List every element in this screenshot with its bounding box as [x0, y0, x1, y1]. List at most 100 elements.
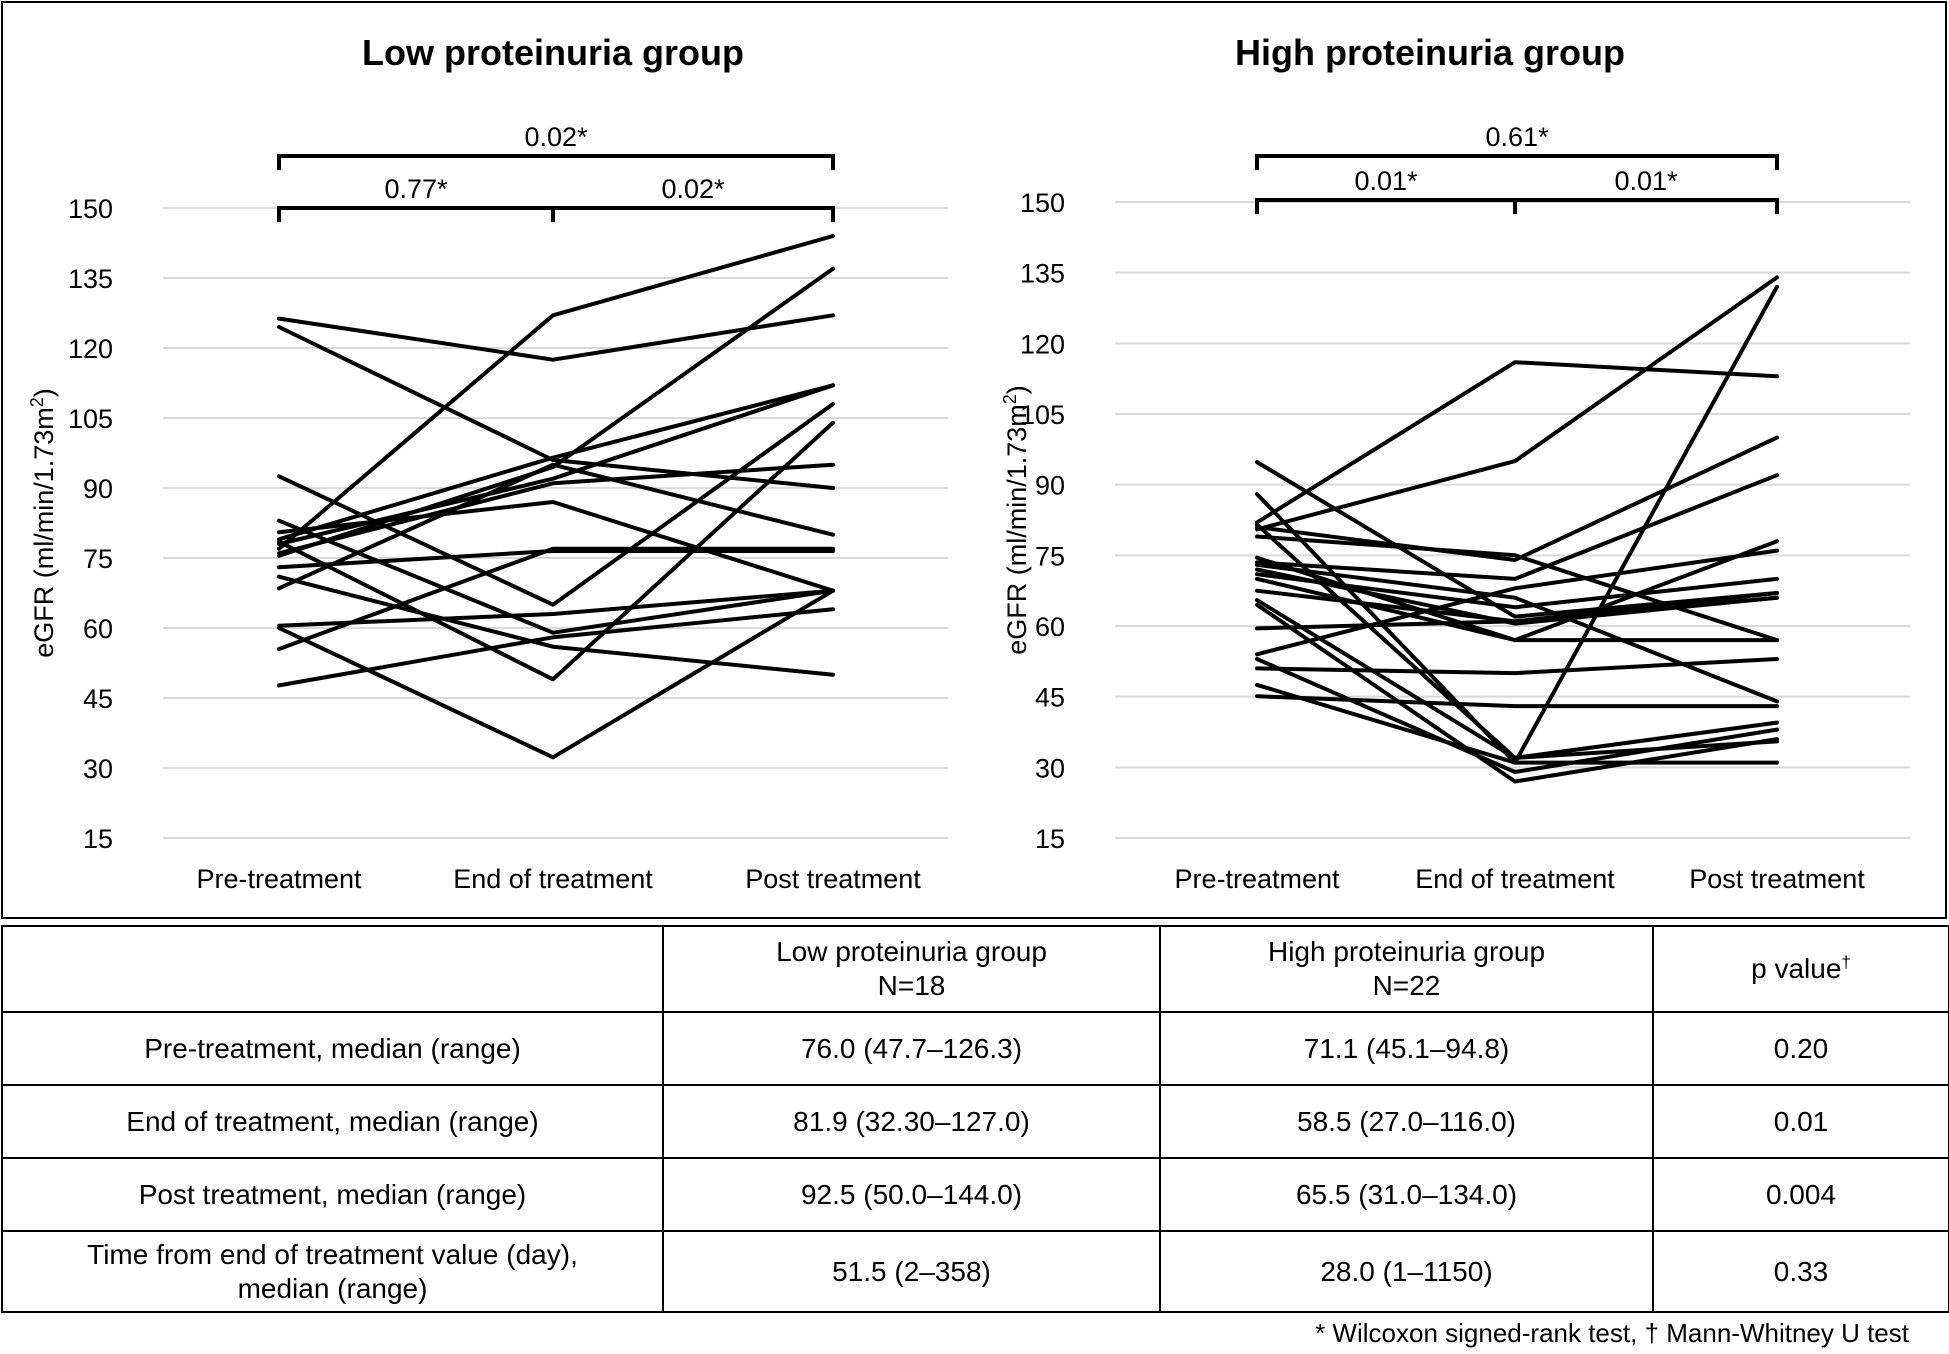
- series-line-patient-10: [277, 462, 835, 591]
- table-row: Post treatment, median (range) 92.5 (50.…: [1, 1157, 1949, 1232]
- y-tick-label: 135: [68, 264, 113, 294]
- low-proteinuria-chart: Low proteinuria group 15 30 45 60 75 90 105 120 1…: [27, 32, 948, 894]
- series-line-patient-16: [1255, 548, 1779, 657]
- table-header-row: Low proteinuria group N=18 High proteinu…: [1, 925, 1949, 1013]
- table-header-p: p value†: [1652, 925, 1949, 1013]
- series-line-patient-21: [1255, 562, 1779, 704]
- y-tick-label: 150: [1020, 188, 1065, 218]
- series-line-patient-5: [277, 266, 835, 558]
- chart-frame: Low proteinuria group 15 30 45 60 75 90 105 120 1…: [1, 1, 1947, 919]
- row-label-line: Pre-treatment, median (range): [144, 1032, 521, 1064]
- row-low-value: 51.5 (2–358): [662, 1230, 1161, 1313]
- y-tick-label: 75: [1035, 541, 1065, 571]
- row-high-value: 65.5 (31.0–134.0): [1159, 1157, 1654, 1232]
- p-value-label: 0.77*: [384, 174, 448, 204]
- row-high-value: 71.1 (45.1–94.8): [1159, 1011, 1654, 1086]
- y-tick-label: 105: [1020, 400, 1065, 430]
- significance-bracket: [1255, 154, 1779, 170]
- table-row: Pre-treatment, median (range) 76.0 (47.7…: [1, 1011, 1949, 1086]
- row-label: End of treatment, median (range): [1, 1084, 664, 1159]
- significance-bracket: [277, 206, 555, 222]
- series-line-patient-17: [1255, 657, 1779, 774]
- row-p-value: 0.01: [1652, 1084, 1949, 1159]
- summary-table: Low proteinuria group N=18 High proteinu…: [1, 925, 1949, 1313]
- significance-bracket: [551, 206, 835, 222]
- row-low-value: 76.0 (47.7–126.3): [662, 1011, 1161, 1086]
- y-tick-label: 15: [1035, 824, 1065, 854]
- series-line-patient-12: [277, 546, 835, 651]
- row-p-value: 0.33: [1652, 1230, 1949, 1313]
- series-line-patient-2: [1255, 275, 1779, 532]
- y-tick-label: 30: [83, 754, 113, 784]
- row-label-line: Post treatment, median (range): [138, 1178, 527, 1210]
- series-line-patient-1: [277, 313, 835, 362]
- table-header-empty: [1, 925, 664, 1013]
- series-line-patient-11: [277, 549, 835, 570]
- x-tick-label: Post treatment: [745, 864, 921, 894]
- y-tick-label: 135: [1020, 259, 1065, 289]
- table-row: Time from end of treatment value (day), …: [1, 1230, 1949, 1313]
- table-row: End of treatment, median (range) 81.9 (3…: [1, 1084, 1949, 1159]
- y-tick-label: 45: [1035, 683, 1065, 713]
- series-line-patient-5: [1255, 435, 1779, 562]
- chart-title: Low proteinuria group: [362, 32, 744, 73]
- series-line-patient-9: [277, 402, 835, 607]
- x-tick-label: Post treatment: [1689, 864, 1865, 894]
- significance-bracket: [277, 154, 835, 170]
- y-axis-label: eGFR (ml/min/1.73m2): [1000, 385, 1032, 655]
- y-tick-label: 45: [83, 684, 113, 714]
- series-line-patient-10: [1255, 572, 1779, 610]
- y-axis-label: eGFR (ml/min/1.73m2): [27, 388, 59, 658]
- series-line-patient-18: [277, 420, 835, 682]
- row-label: Time from end of treatment value (day), …: [1, 1230, 664, 1313]
- p-value-label: 0.01*: [1614, 166, 1678, 196]
- series-line-patient-14: [277, 574, 835, 677]
- row-label: Post treatment, median (range): [1, 1157, 664, 1232]
- x-tick-label: End of treatment: [1415, 864, 1615, 894]
- series-line-patient-13: [277, 518, 835, 635]
- series-line-patient-19: [1255, 682, 1779, 765]
- series-line-patient-14: [1255, 602, 1779, 784]
- series-line-patient-7: [1255, 534, 1779, 643]
- row-high-value: 28.0 (1–1150): [1159, 1230, 1654, 1313]
- significance-bracket: [1513, 198, 1779, 214]
- series-line-patient-1: [1255, 360, 1779, 525]
- series-line-patient-15: [1255, 595, 1779, 631]
- y-tick-label: 90: [1035, 471, 1065, 501]
- y-tick-label: 15: [83, 824, 113, 854]
- header-p-label: p value: [1751, 953, 1842, 985]
- x-tick-label: End of treatment: [453, 864, 653, 894]
- series-line-patient-4: [277, 383, 835, 542]
- row-low-value: 92.5 (50.0–144.0): [662, 1157, 1161, 1232]
- y-tick-label: 105: [68, 404, 113, 434]
- row-label: Pre-treatment, median (range): [1, 1011, 664, 1086]
- header-low-title: Low proteinuria group: [776, 936, 1047, 968]
- row-label-line: End of treatment, median (range): [126, 1105, 539, 1137]
- row-low-value: 81.9 (32.30–127.0): [662, 1084, 1161, 1159]
- table-header-low: Low proteinuria group N=18: [662, 925, 1161, 1013]
- series-line-patient-18: [1255, 657, 1779, 676]
- header-low-n: N=18: [877, 970, 946, 1001]
- row-high-value: 58.5 (27.0–116.0): [1159, 1084, 1654, 1159]
- y-tick-label: 120: [68, 334, 113, 364]
- series-line-patient-6: [1255, 473, 1779, 581]
- table-header-high: High proteinuria group N=22: [1159, 925, 1654, 1013]
- row-label-line: Time from end of treatment value (day),: [87, 1238, 578, 1270]
- series-line-patient-20: [1255, 694, 1779, 709]
- p-value-label: 0.01*: [1354, 166, 1418, 196]
- series-line-patient-17: [277, 588, 835, 760]
- series-line-patient-15: [277, 588, 835, 628]
- p-value-label: 0.61*: [1485, 122, 1549, 152]
- row-p-value: 0.004: [1652, 1157, 1949, 1232]
- y-tick-label: 60: [1035, 612, 1065, 642]
- footnote: * Wilcoxon signed-rank test, † Mann-Whit…: [1315, 1318, 1909, 1348]
- series-line-patient-2: [277, 325, 835, 490]
- row-p-value: 0.20: [1652, 1011, 1949, 1086]
- p-value-label: 0.02*: [524, 122, 588, 152]
- x-tick-label: Pre-treatment: [1174, 864, 1340, 894]
- high-proteinuria-chart: High proteinuria group 15 30 45 60 75 90 105 120…: [1000, 32, 1910, 894]
- header-p-dagger: †: [1841, 952, 1851, 972]
- y-tick-label: 60: [83, 614, 113, 644]
- x-tick-label: Pre-treatment: [196, 864, 362, 894]
- header-high-title: High proteinuria group: [1267, 936, 1546, 968]
